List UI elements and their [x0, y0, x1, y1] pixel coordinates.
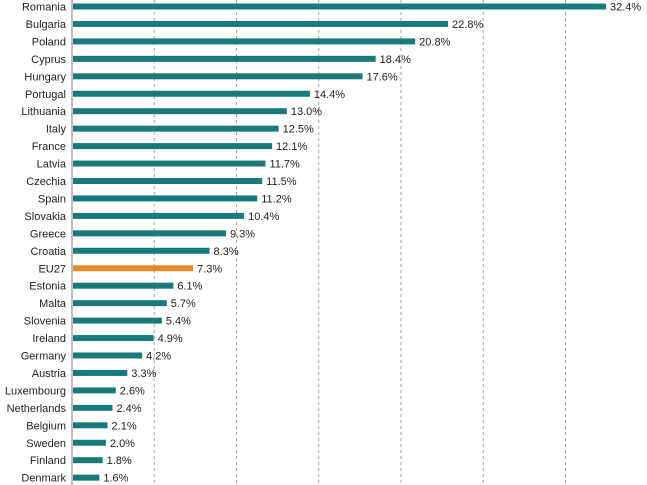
bar — [73, 55, 376, 62]
category-label: Italy — [46, 124, 67, 136]
value-label: 6.1% — [177, 281, 202, 293]
bar — [73, 73, 363, 80]
bar — [73, 212, 245, 219]
bar — [73, 369, 128, 376]
category-label: Netherlands — [7, 403, 67, 415]
category-label: Portugal — [25, 89, 66, 101]
category-label: Czechia — [26, 176, 67, 188]
value-label: 3.3% — [131, 368, 156, 380]
category-label: Greece — [30, 228, 66, 240]
value-label: 22.8% — [452, 19, 483, 31]
value-label: 32.4% — [610, 2, 641, 14]
bars: Romania 32.4% Bulgaria 22.8% Poland 20.8% Cypr… — [5, 2, 642, 485]
category-label: Finland — [30, 455, 66, 467]
value-label: 2.6% — [120, 385, 145, 397]
category-label: Austria — [32, 368, 67, 380]
value-label: 7.3% — [197, 263, 222, 275]
value-label: 1.8% — [107, 455, 132, 467]
value-label: 1.6% — [103, 473, 128, 485]
value-label: 10.4% — [248, 211, 279, 223]
value-label: 5.4% — [166, 316, 191, 328]
category-label: Hungary — [24, 71, 66, 83]
value-label: 17.6% — [367, 71, 398, 83]
bar — [73, 160, 266, 167]
bar — [73, 404, 113, 411]
bar-highlight — [73, 265, 194, 272]
category-label: France — [32, 141, 66, 153]
value-label: 18.4% — [380, 54, 411, 66]
bar — [73, 247, 210, 254]
category-label: Romania — [22, 2, 67, 14]
category-label: Spain — [38, 193, 66, 205]
value-label: 4.9% — [158, 333, 183, 345]
value-label: 11.2% — [261, 193, 292, 205]
value-label: 11.5% — [266, 176, 297, 188]
category-label: Poland — [32, 36, 66, 48]
category-label: Bulgaria — [26, 19, 67, 31]
bar — [73, 143, 273, 150]
bar — [73, 230, 226, 237]
value-label: 12.1% — [276, 141, 307, 153]
bar — [73, 195, 258, 202]
bar — [73, 3, 606, 10]
category-label: Slovenia — [24, 316, 67, 328]
gridlines — [153, 0, 566, 485]
category-label: Latvia — [37, 159, 67, 171]
bar — [73, 387, 116, 394]
bar — [73, 335, 154, 342]
category-label: Germany — [21, 351, 67, 363]
bar — [73, 317, 162, 324]
bar — [73, 90, 310, 97]
value-label: 5.7% — [171, 298, 196, 310]
bar — [73, 282, 174, 289]
category-label: Ireland — [32, 333, 66, 345]
bar — [73, 38, 416, 45]
value-label: 14.4% — [314, 89, 345, 101]
value-label: 12.5% — [283, 124, 314, 136]
category-label: Croatia — [31, 246, 67, 258]
value-label: 4.2% — [146, 351, 171, 363]
category-label: Cyprus — [31, 54, 66, 66]
category-label: Belgium — [26, 420, 66, 432]
bar — [73, 125, 279, 132]
value-label: 20.8% — [419, 36, 450, 48]
category-label: Malta — [39, 298, 67, 310]
value-label: 2.1% — [112, 420, 137, 432]
value-label: 2.4% — [116, 403, 141, 415]
value-label: 11.7% — [269, 159, 300, 171]
bar — [73, 178, 263, 184]
category-label: Denmark — [21, 473, 66, 485]
value-label: 9.3% — [230, 228, 255, 240]
value-label: 13.0% — [291, 106, 322, 118]
category-label: Luxembourg — [5, 385, 66, 397]
bar — [73, 457, 103, 464]
value-label: 8.3% — [214, 246, 239, 258]
category-label: Sweden — [26, 438, 66, 450]
category-label: EU27 — [38, 263, 66, 275]
bar — [73, 439, 106, 446]
bar — [73, 300, 167, 307]
category-label: Lithuania — [21, 106, 67, 118]
bar — [73, 422, 108, 429]
category-label: Slovakia — [24, 211, 66, 223]
category-label: Estonia — [29, 281, 67, 293]
bar — [73, 108, 287, 115]
value-label: 2.0% — [110, 438, 135, 450]
bar — [73, 474, 100, 481]
bar — [73, 352, 143, 359]
bar — [73, 20, 449, 27]
